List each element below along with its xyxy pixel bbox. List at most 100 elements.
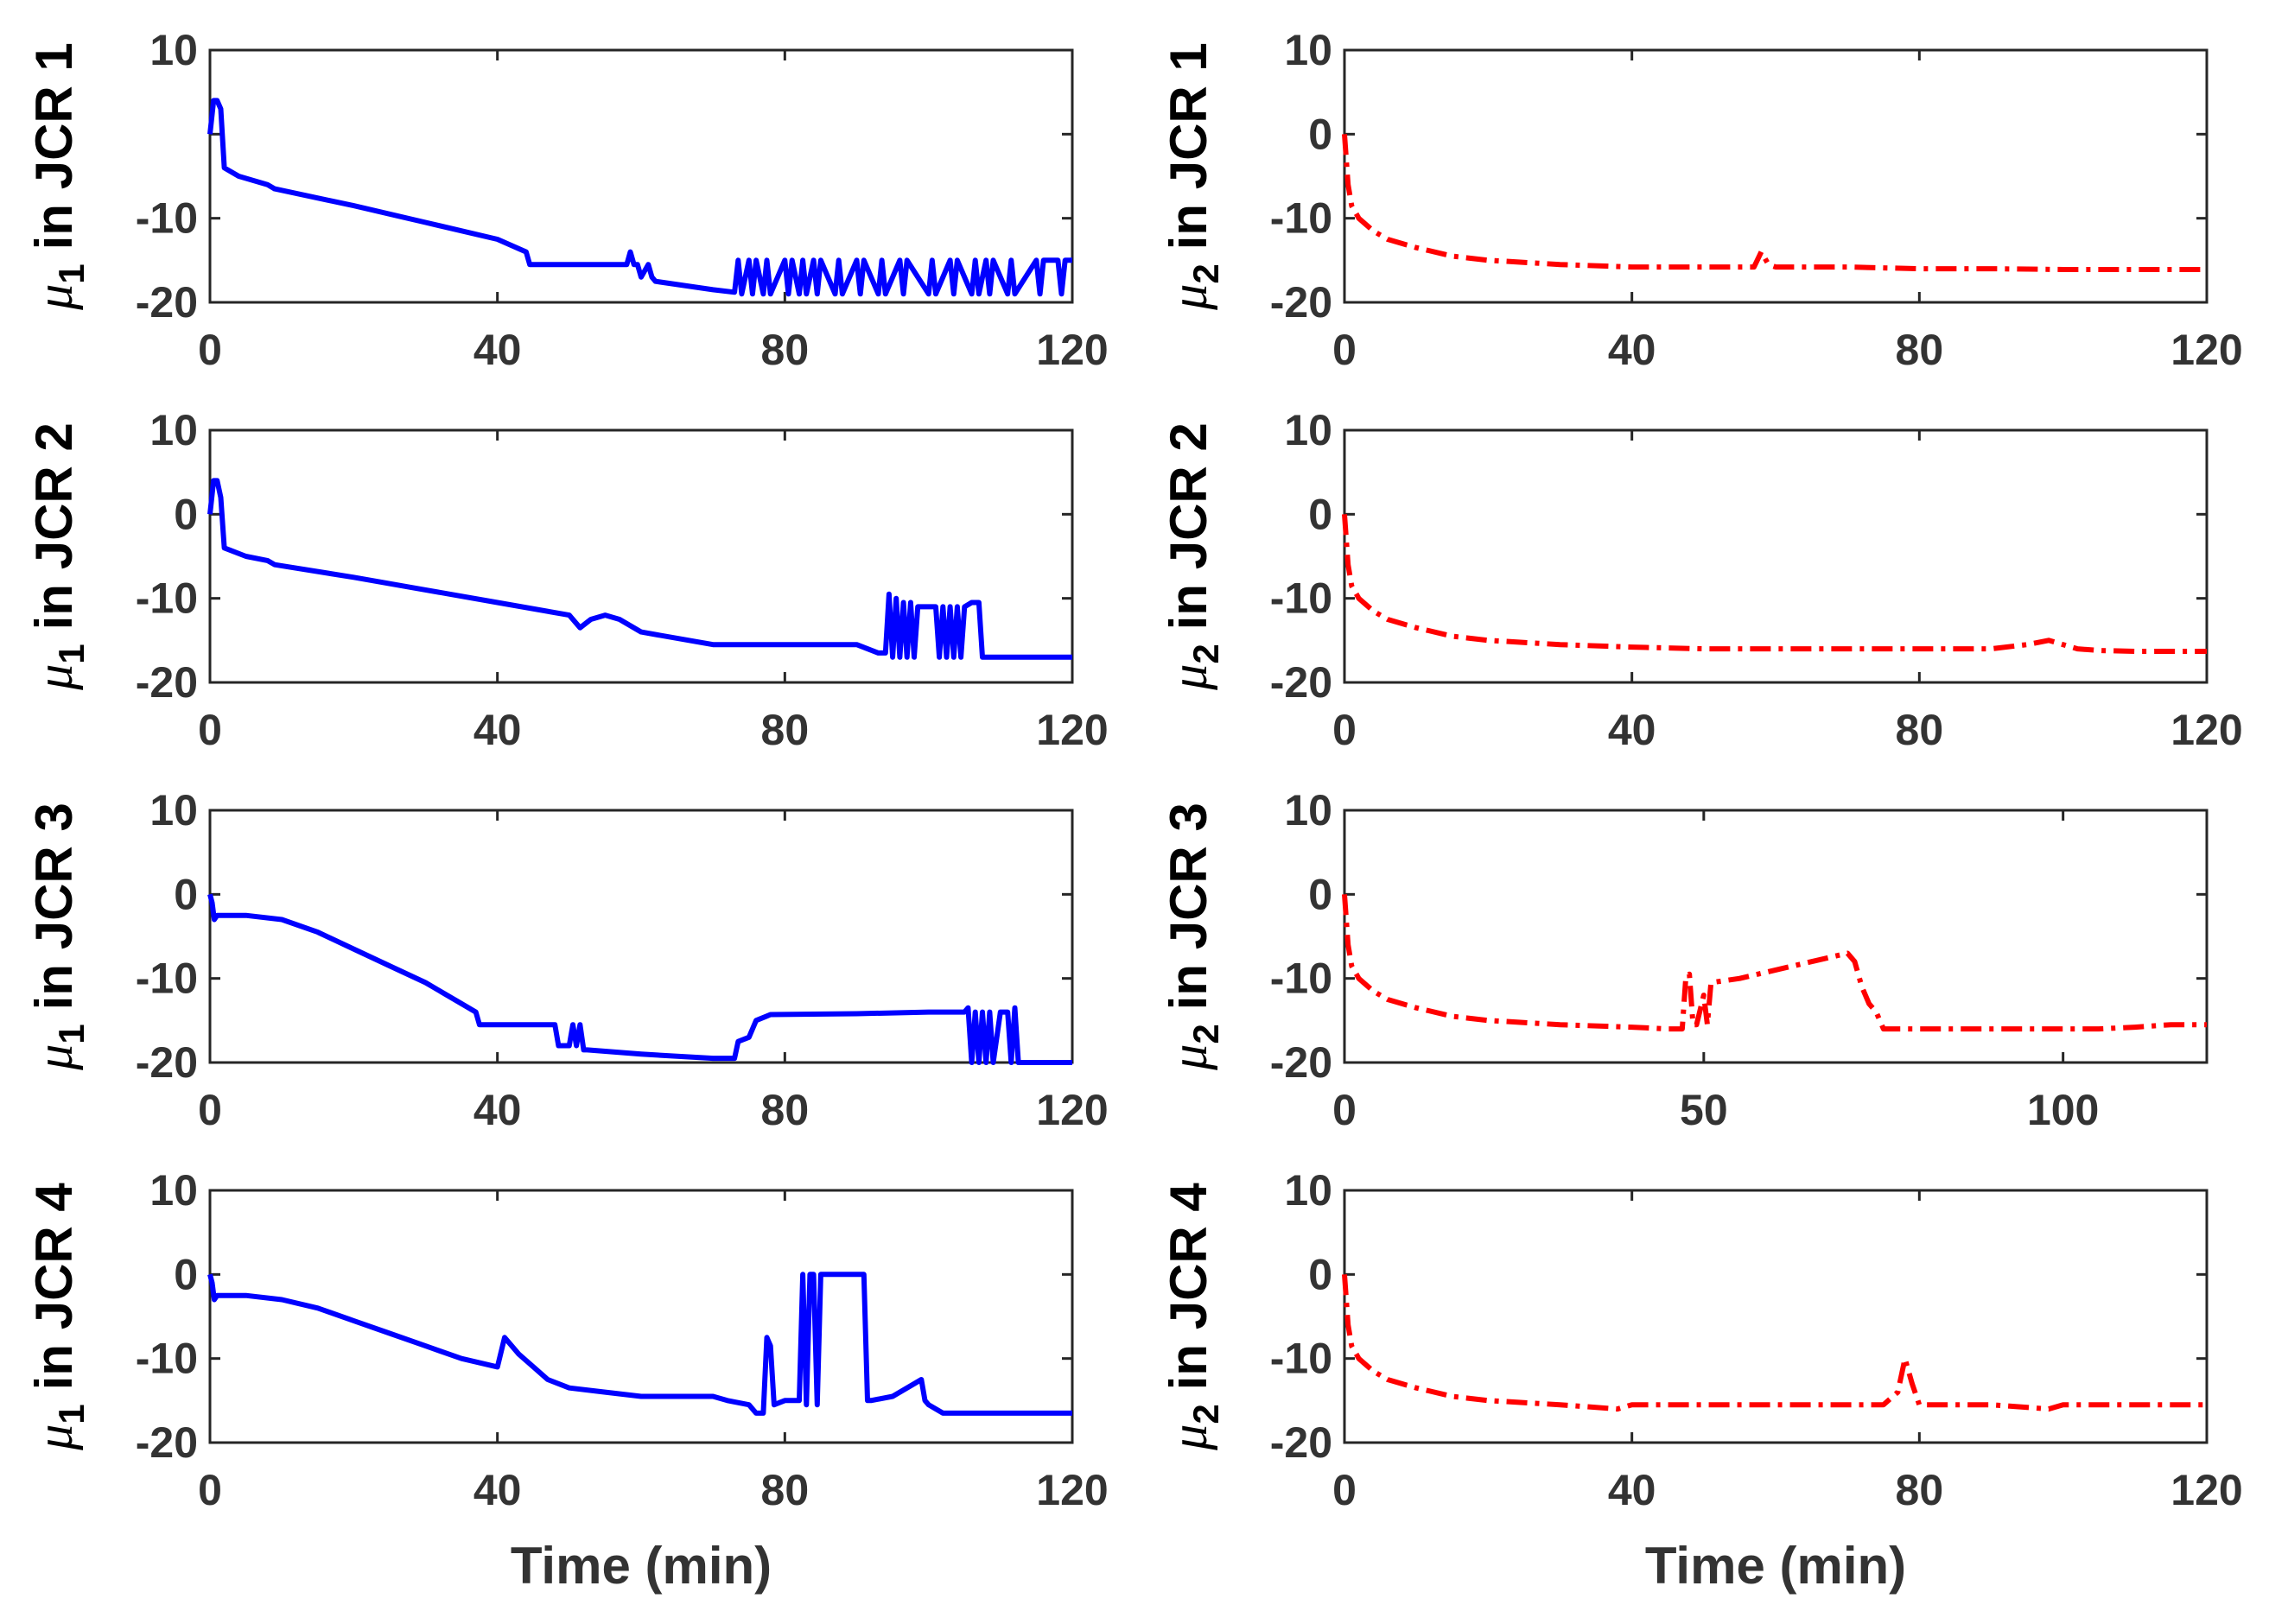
x-tick-label: 120: [1036, 1466, 1108, 1514]
x-tick-label: 0: [1332, 1086, 1357, 1134]
x-tick-label: 0: [1332, 326, 1357, 374]
y-tick-label: 0: [1308, 490, 1332, 538]
y-tick-label: -20: [136, 1038, 198, 1087]
y-tick-label: 10: [149, 786, 198, 834]
y-axis-label: μ2 in JCR 3: [1160, 802, 1226, 1071]
plot-frame: [208, 1189, 1074, 1444]
x-tick-label: 0: [1332, 1466, 1357, 1514]
y-tick-label: -20: [136, 278, 198, 327]
x-tick-label: 120: [2170, 706, 2242, 754]
y-tick-label: 10: [1284, 406, 1332, 454]
y-tick-label: -10: [136, 955, 198, 1003]
x-tick-label: 40: [1608, 1466, 1656, 1514]
y-axis-label-text: in JCR 3: [25, 802, 83, 1010]
plot-frame: [208, 48, 1074, 304]
plot-frame: [208, 428, 1074, 684]
series-line-mu1: [207, 1272, 1072, 1416]
y-axis-label: μ1 in JCR 1: [25, 42, 92, 311]
chart-panel-row1-left: 10 -10 -200 40 80 120 μ1 in JCR 1: [25, 26, 1109, 374]
x-tick-label: 80: [761, 1466, 810, 1514]
y-axis-label-subscript: 1: [51, 644, 92, 663]
y-tick-label: -10: [136, 194, 198, 243]
x-tick-label: 80: [761, 706, 810, 754]
y-axis-label-subscript: 1: [51, 1404, 92, 1424]
x-tick-label: 40: [1608, 706, 1656, 754]
x-tick-label: 50: [1680, 1086, 1728, 1134]
y-axis-label-subscript: 2: [1185, 1404, 1226, 1424]
x-tick-label: 120: [1036, 326, 1108, 374]
y-tick-label: -20: [136, 1418, 198, 1467]
x-tick-label: 80: [761, 1086, 810, 1134]
y-axis-label-symbol: μ: [26, 1044, 83, 1071]
y-tick-label: 10: [149, 1166, 198, 1215]
y-axis-label: μ1 in JCR 3: [25, 802, 92, 1071]
y-tick-label: 0: [1308, 110, 1332, 158]
y-axis-label: μ1 in JCR 2: [25, 422, 92, 691]
y-tick-label: 0: [174, 490, 198, 538]
y-tick-label: -20: [136, 658, 198, 707]
y-tick-label: -10: [1270, 194, 1332, 243]
y-tick-label: 0: [1308, 1250, 1332, 1298]
x-tick-label: 120: [1036, 1086, 1108, 1134]
plot-frame: [208, 809, 1074, 1064]
series-line-mu1: [207, 478, 1072, 660]
y-tick-label: -20: [1270, 658, 1332, 707]
x-tick-label: 40: [474, 1466, 522, 1514]
x-tick-label: 0: [1332, 706, 1357, 754]
series-line-mu2: [1342, 134, 2207, 272]
x-tick-label: 80: [1896, 326, 1944, 374]
y-tick-label: 0: [1308, 870, 1332, 918]
x-tick-label: 40: [1608, 326, 1656, 374]
y-tick-label: -10: [136, 574, 198, 623]
plot-frame: [1343, 428, 2209, 684]
series-line-mu2: [1342, 514, 2207, 654]
x-tick-label: 40: [474, 326, 522, 374]
y-tick-label: -20: [1270, 1038, 1332, 1087]
y-tick-label: -10: [136, 1335, 198, 1383]
x-tick-label: 120: [2170, 1466, 2242, 1514]
y-axis-label-symbol: μ: [26, 1424, 83, 1451]
x-tick-label: 120: [2170, 326, 2242, 374]
y-axis-label-text: in JCR 4: [25, 1183, 83, 1391]
y-axis-label-subscript: 2: [1185, 263, 1226, 283]
x-axis-label: Time (min): [1645, 1537, 1906, 1595]
y-axis-label-subscript: 1: [51, 1024, 92, 1044]
y-axis-label-symbol: μ: [1160, 284, 1217, 311]
y-tick-label: -20: [1270, 1418, 1332, 1467]
series-line-mu1: [207, 98, 1072, 297]
y-axis-label: μ1 in JCR 4: [25, 1183, 92, 1451]
y-axis-label-subscript: 1: [51, 263, 92, 283]
x-tick-label: 0: [198, 1466, 222, 1514]
y-axis-label-subscript: 2: [1185, 644, 1226, 663]
x-axis-label: Time (min): [511, 1537, 772, 1595]
plot-frame: [1343, 809, 2209, 1064]
x-tick-label: 120: [1036, 706, 1108, 754]
x-tick-label: 80: [1896, 706, 1944, 754]
plot-frame: [1343, 48, 2209, 304]
x-tick-label: 0: [198, 1086, 222, 1134]
y-axis-label-symbol: μ: [26, 664, 83, 691]
y-tick-label: -10: [1270, 1335, 1332, 1383]
y-tick-label: -10: [1270, 955, 1332, 1003]
series-line-mu2: [1342, 1274, 2207, 1412]
y-axis-label: μ2 in JCR 1: [1160, 42, 1226, 311]
y-axis-label-text: in JCR 2: [25, 422, 83, 630]
series-line-mu2: [1342, 894, 2207, 1032]
x-tick-label: 80: [1896, 1466, 1944, 1514]
x-tick-label: 80: [761, 326, 810, 374]
y-axis-label-text: in JCR 1: [25, 42, 83, 250]
y-tick-label: -20: [1270, 278, 1332, 327]
plot-frame: [1343, 1189, 2209, 1444]
y-tick-label: 0: [174, 870, 198, 918]
x-tick-label: 40: [474, 1086, 522, 1134]
y-tick-label: 10: [1284, 26, 1332, 74]
y-tick-label: 10: [149, 26, 198, 74]
y-axis-label-text: in JCR 2: [1160, 422, 1217, 630]
y-tick-label: 10: [1284, 1166, 1332, 1215]
y-axis-label-subscript: 2: [1185, 1024, 1226, 1044]
